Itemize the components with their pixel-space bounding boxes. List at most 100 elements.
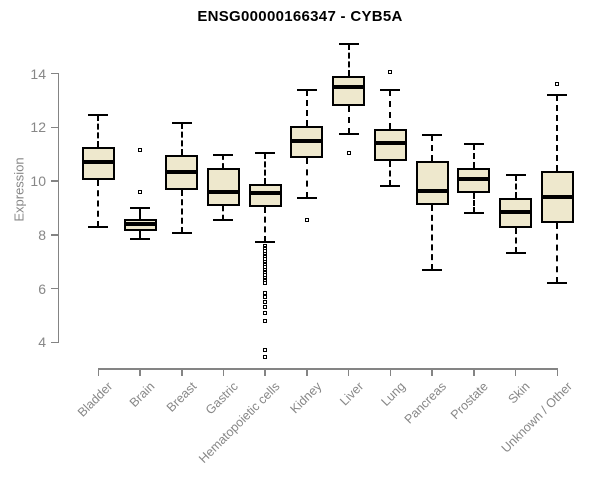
median-liver (332, 84, 366, 89)
median-kidney (290, 138, 324, 143)
x-tick-label-brain: Brain (126, 379, 158, 410)
y-axis-tick (50, 341, 58, 344)
whisker-cap-lower-skin (505, 251, 526, 254)
whisker-cap-lower-brain (130, 237, 151, 240)
whisker-lower-gastric (222, 205, 225, 220)
x-tick-label-liver: Liver (336, 379, 366, 409)
y-tick-label: 14 (30, 65, 46, 82)
whisker-upper-prostate (472, 144, 475, 168)
x-tick-label-skin: Skin (505, 379, 533, 407)
x-axis-tick (347, 368, 350, 376)
median-prostate (457, 177, 491, 182)
whisker-cap-upper-breast (171, 122, 192, 125)
whisker-cap-lower-breast (171, 232, 192, 235)
whisker-cap-upper-skin (505, 174, 526, 177)
y-axis-tick (50, 180, 58, 182)
whisker-lower-skin (514, 227, 517, 253)
y-tick-label: 6 (38, 280, 46, 297)
whisker-cap-upper-prostate (463, 143, 484, 146)
x-tick-label-gastric: Gastric (202, 379, 241, 418)
median-breast (165, 169, 199, 174)
whisker-upper-lung (389, 89, 392, 129)
y-axis-tick (50, 234, 58, 236)
outlier-hematopoietic-cells (263, 310, 268, 315)
outlier-hematopoietic-cells (263, 348, 268, 353)
whisker-upper-bladder (97, 115, 100, 148)
whisker-cap-lower-gastric (213, 218, 234, 221)
y-axis-tick (50, 72, 58, 75)
whisker-cap-upper-brain (130, 206, 151, 209)
x-axis-tick (306, 368, 308, 376)
whisker-cap-upper-hematopoietic-cells (255, 151, 276, 154)
whisker-cap-lower-lung (380, 185, 401, 188)
whisker-lower-unknown-other (556, 223, 559, 283)
whisker-upper-gastric (222, 155, 225, 168)
outlier-hematopoietic-cells (263, 290, 268, 295)
outlier-liver (346, 150, 351, 155)
whisker-upper-unknown-other (556, 95, 559, 172)
y-axis-tick (50, 287, 58, 290)
x-tick-label-hematopoietic-cells: Hematopoietic cells (195, 379, 283, 466)
outlier-hematopoietic-cells (263, 280, 268, 285)
median-hematopoietic-cells (248, 191, 282, 196)
y-tick-label: 10 (30, 173, 46, 190)
whisker-upper-pancreas (431, 135, 434, 161)
outlier-kidney (304, 217, 309, 222)
x-axis-tick (222, 368, 225, 376)
x-axis-tick (389, 368, 392, 376)
y-tick-label: 4 (38, 334, 46, 351)
median-brain (123, 222, 157, 227)
whisker-upper-liver (347, 43, 350, 77)
whisker-cap-lower-unknown-other (547, 281, 568, 284)
whisker-cap-lower-hematopoietic-cells (255, 240, 276, 243)
x-axis-tick (264, 368, 266, 376)
box-pancreas (415, 160, 449, 206)
x-tick-label-breast: Breast (163, 379, 199, 415)
whisker-lower-liver (347, 105, 350, 134)
outlier-lung (388, 70, 393, 75)
x-axis-tick (181, 368, 183, 376)
y-tick-label: 8 (38, 226, 46, 243)
median-pancreas (415, 189, 449, 194)
whisker-cap-upper-lung (380, 88, 401, 91)
whisker-upper-kidney (305, 89, 308, 126)
x-tick-label-pancreas: Pancreas (402, 379, 450, 427)
box-hematopoietic-cells (248, 184, 282, 207)
median-gastric (206, 189, 240, 194)
outlier-hematopoietic-cells (263, 355, 268, 360)
whisker-cap-lower-liver (338, 132, 359, 135)
x-tick-label-lung: Lung (378, 379, 408, 409)
whisker-upper-breast (180, 123, 183, 156)
median-skin (499, 209, 533, 214)
whisker-upper-hematopoietic-cells (264, 152, 267, 185)
outlier-hematopoietic-cells (263, 278, 268, 283)
whisker-cap-upper-bladder (88, 114, 109, 117)
whisker-lower-hematopoietic-cells (264, 206, 267, 242)
whisker-lower-prostate (472, 193, 475, 214)
x-tick-label-prostate: Prostate (448, 379, 492, 423)
x-tick-label-kidney: Kidney (287, 379, 325, 417)
x-axis-tick (473, 368, 475, 376)
outlier-hematopoietic-cells (263, 294, 268, 299)
whisker-lower-brain (139, 230, 142, 239)
whisker-cap-lower-bladder (88, 225, 109, 228)
y-axis-line (57, 72, 59, 344)
median-unknown-other (540, 194, 574, 199)
whisker-lower-kidney (305, 158, 308, 199)
outlier-hematopoietic-cells (263, 299, 268, 304)
x-axis-tick (97, 368, 100, 376)
whisker-cap-upper-unknown-other (547, 94, 568, 96)
x-axis-tick (556, 368, 559, 376)
whisker-lower-breast (180, 190, 183, 234)
whisker-lower-lung (389, 160, 392, 187)
x-tick-label-bladder: Bladder (75, 379, 116, 420)
outlier-brain (138, 189, 143, 194)
median-lung (373, 141, 407, 146)
whisker-cap-upper-pancreas (422, 134, 443, 137)
whisker-cap-upper-liver (338, 42, 359, 45)
whisker-cap-upper-gastric (213, 154, 234, 157)
box-liver (332, 76, 366, 106)
y-axis-tick (50, 126, 58, 128)
chart-title: ENSG00000166347 - CYB5A (197, 8, 403, 25)
